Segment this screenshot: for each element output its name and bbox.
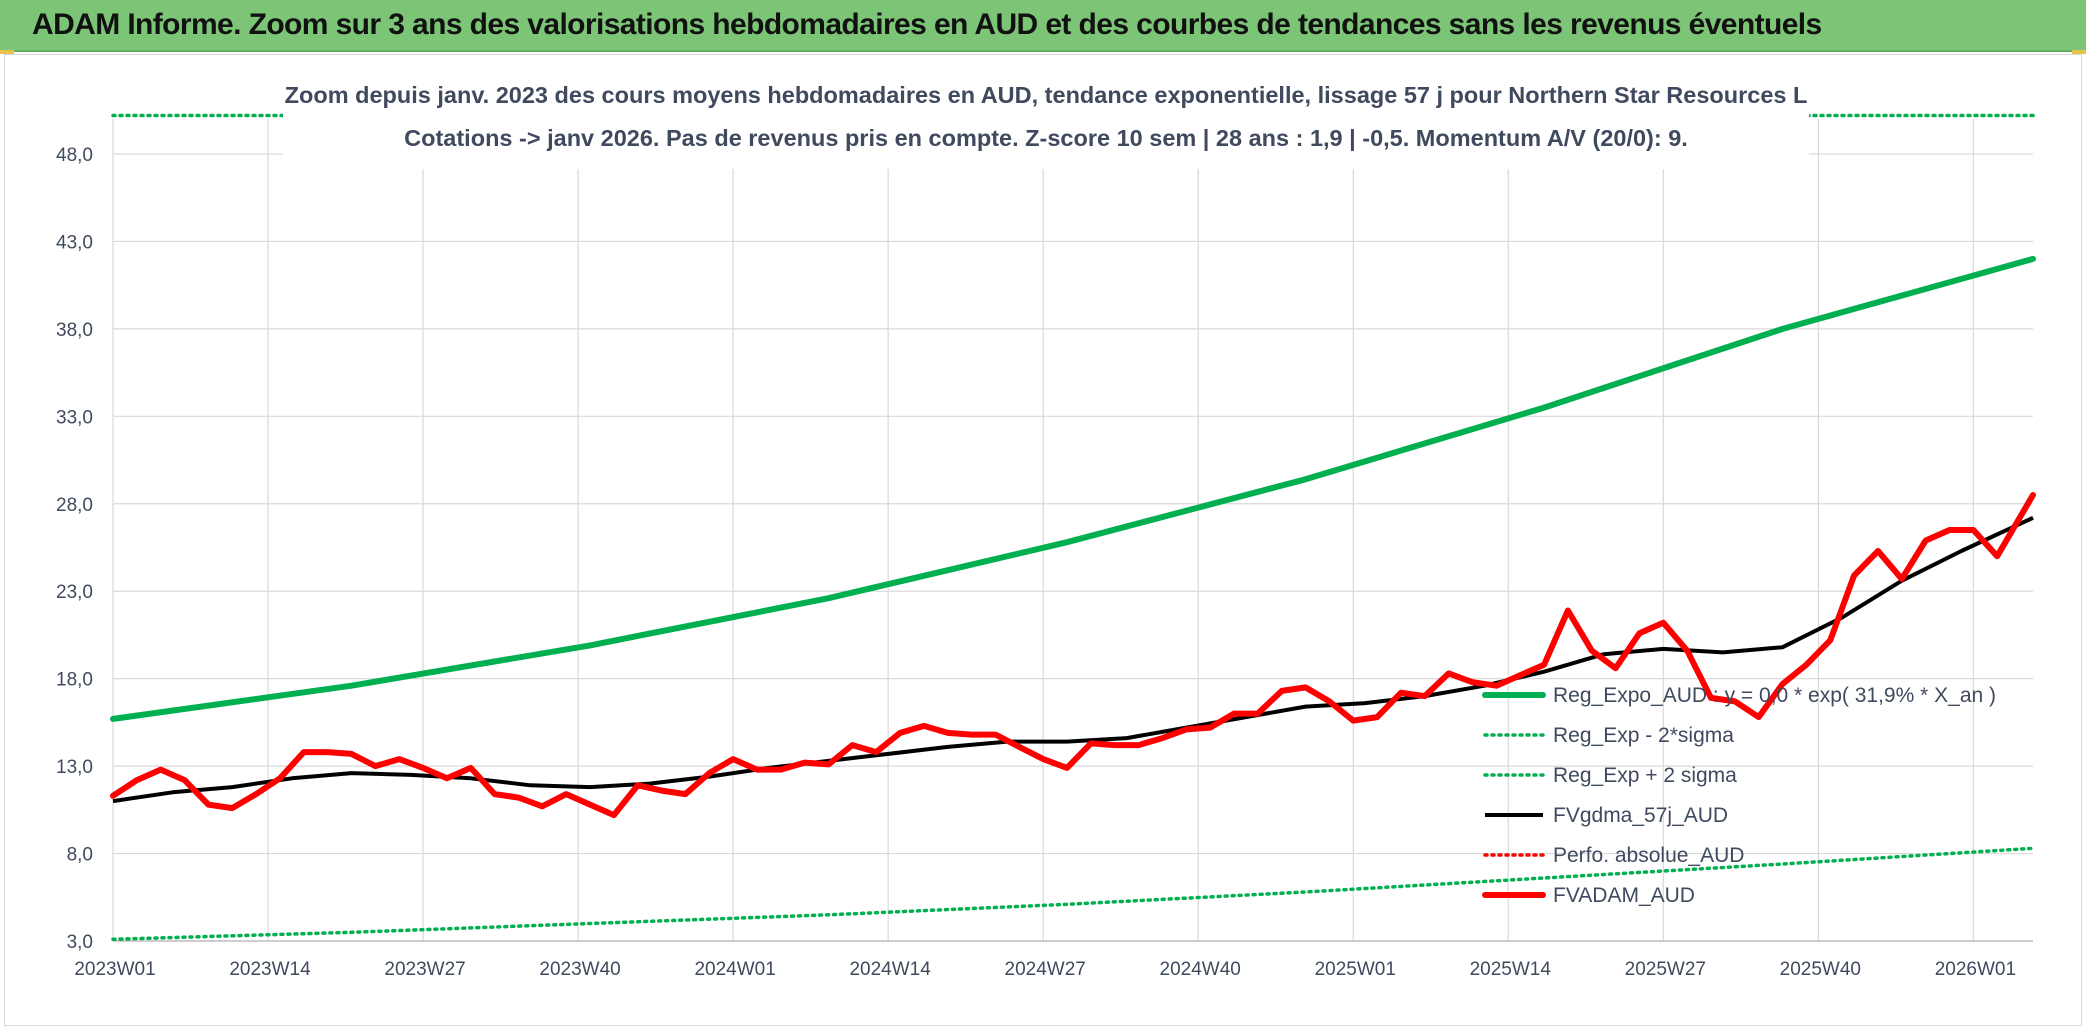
x-tick-label: 2023W14: [229, 959, 311, 980]
x-tick-label: 2025W40: [1780, 959, 1861, 980]
line-chart: 48,0 43,0 38,0 33,0 28,0 23,0 18,0 13,0 8,0 3,0 2…: [56, 59, 2036, 980]
x-tick-label: 2024W40: [1160, 959, 1241, 980]
y-tick-label: 38,0: [56, 320, 93, 341]
chart-title-line-2: Cotations -> janv 2026. Pas de revenus p…: [404, 125, 1688, 151]
chart-frame: 48,0 43,0 38,0 33,0 28,0 23,0 18,0 13,0 8,0 3,0 2…: [4, 54, 2082, 1026]
x-tick-label: 2023W27: [384, 959, 465, 980]
chart-title: Zoom depuis janv. 2023 des cours moyens …: [283, 59, 1809, 169]
x-tick-label: 2024W01: [694, 959, 775, 980]
y-tick-label: 8,0: [67, 845, 93, 866]
legend-label-5: FVADAM_AUD: [1553, 884, 1695, 907]
y-tick-label: 13,0: [56, 757, 93, 778]
x-tick-label: 2023W01: [74, 959, 155, 980]
legend-label-1: Reg_Exp - 2*sigma: [1553, 724, 1734, 747]
series-line-1: [111, 846, 2035, 942]
y-tick-label: 43,0: [56, 232, 93, 253]
chart-title-line-1: Zoom depuis janv. 2023 des cours moyens …: [285, 82, 1808, 108]
y-axis: 48,0 43,0 38,0 33,0 28,0 23,0 18,0 13,0 8,0 3,0: [56, 145, 93, 953]
series-line-5: [110, 492, 2036, 819]
grid: [112, 119, 2033, 942]
legend-label-3: FVgdma_57j_AUD: [1553, 804, 1728, 827]
series: [110, 113, 2036, 942]
x-tick-label: 2025W14: [1470, 959, 1552, 980]
y-tick-label: 18,0: [56, 670, 93, 691]
report-banner: ADAM Informe. Zoom sur 3 ans des valoris…: [0, 0, 2086, 52]
x-tick-label: 2023W40: [539, 959, 620, 980]
series-line-3: [112, 515, 2034, 804]
y-tick-label: 3,0: [67, 932, 93, 953]
chart-title-background: [283, 59, 1809, 169]
x-tick-label: 2026W01: [1935, 959, 2016, 980]
legend-label-0: Reg_Expo_AUD : y = 0,0 * exp( 31,9% * X_…: [1553, 684, 1996, 707]
x-axis: 2023W01 2023W14 2023W27 2023W40 2024W01 2024W…: [74, 959, 2016, 980]
y-tick-label: 23,0: [56, 582, 93, 603]
y-tick-label: 28,0: [56, 495, 93, 516]
y-tick-label: 33,0: [56, 407, 93, 428]
legend-label-4: Perfo. absolue_AUD: [1553, 844, 1744, 867]
x-tick-label: 2025W27: [1625, 959, 1706, 980]
y-tick-label: 48,0: [56, 145, 93, 166]
legend: Reg_Expo_AUD : y = 0,0 * exp( 31,9% * X_…: [1482, 684, 1996, 907]
x-tick-label: 2024W14: [849, 959, 931, 980]
series-line-0: [110, 255, 2036, 722]
report-title: ADAM Informe. Zoom sur 3 ans des valoris…: [32, 8, 1822, 41]
x-tick-label: 2025W01: [1315, 959, 1396, 980]
banner-corner-left: [0, 50, 14, 54]
legend-label-2: Reg_Exp + 2 sigma: [1553, 764, 1737, 787]
x-tick-label: 2024W27: [1005, 959, 1086, 980]
banner-corner-right: [2072, 50, 2086, 54]
